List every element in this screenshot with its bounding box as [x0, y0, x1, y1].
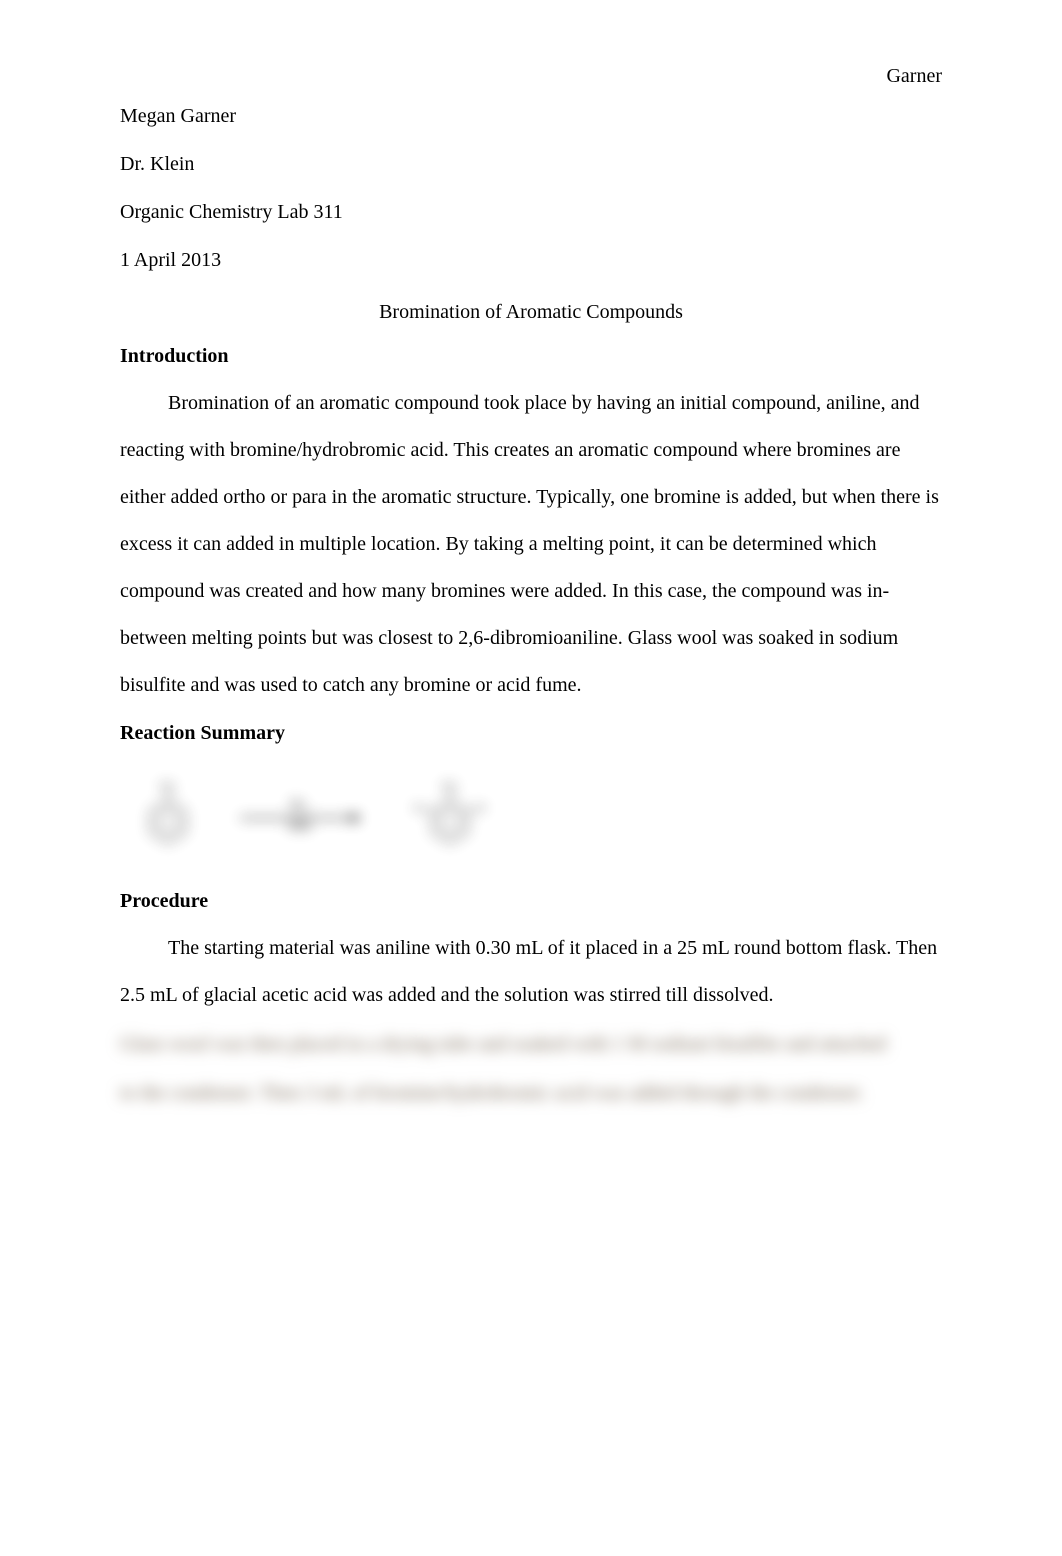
nh2-label-product: NH₂ — [441, 781, 458, 792]
blurred-line-2: to the condenser. Then 3 mL of bromine/h… — [120, 1070, 942, 1117]
nh2-label: NH₂ — [159, 781, 176, 792]
instructor-line: Dr. Klein — [120, 140, 942, 188]
running-head: Garner — [886, 56, 942, 96]
br-right-label: Br — [476, 803, 486, 814]
date-line: 1 April 2013 — [120, 236, 942, 284]
arrow-icon — [240, 817, 360, 819]
aniline-structure-icon: NH₂ — [132, 781, 204, 853]
intro-header: Introduction — [120, 336, 942, 376]
procedure-body: The starting material was aniline with 0… — [120, 925, 942, 1019]
procedure-header: Procedure — [120, 881, 942, 921]
reaction-scheme: NH₂ Br₂ HBr NH₂ Br Br — [132, 781, 942, 853]
author-line: Megan Garner — [120, 92, 942, 140]
course-line: Organic Chemistry Lab 311 — [120, 188, 942, 236]
reagent-bottom: HBr — [288, 819, 312, 836]
br-left-label: Br — [414, 803, 424, 814]
intro-body: Bromination of an aromatic compound took… — [120, 380, 942, 709]
reaction-header: Reaction Summary — [120, 713, 942, 753]
blurred-line-1: Glass wool was then placed in a drying t… — [120, 1021, 942, 1068]
reaction-arrow: Br₂ HBr — [240, 798, 360, 836]
product-structure-icon: NH₂ Br Br — [396, 781, 504, 853]
page-title: Bromination of Aromatic Compounds — [120, 292, 942, 332]
reagent-top: Br₂ — [291, 798, 310, 815]
